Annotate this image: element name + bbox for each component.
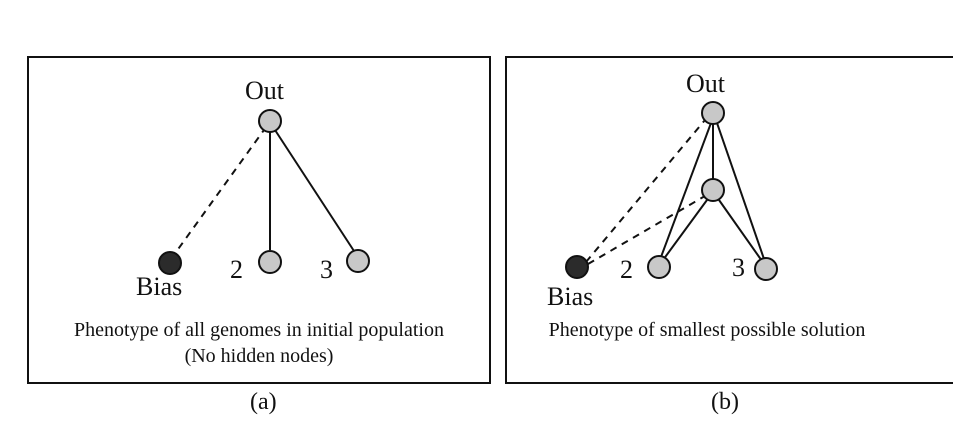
panel-a: Out Bias 2 3 Phenotype of all genomes in… [27,56,491,384]
caption-b: Phenotype of smallest possible solution [507,317,907,343]
input-node-3-label: 3 [732,253,745,282]
input-node-3-label: 3 [320,255,333,284]
output-node [258,109,282,133]
edge-input3-out [716,122,765,260]
bias-node-label: Bias [136,272,183,301]
caption-b-line1: Phenotype of smallest possible solution [548,319,866,341]
edge-input2-out [660,122,712,258]
hidden-node [701,178,725,202]
subfigure-label-a: (a) [250,389,277,415]
output-node-label: Out [245,76,284,105]
edge-bias-hidden [587,195,706,265]
caption-a: Phenotype of all genomes in initial popu… [29,317,489,369]
bias-node-label: Bias [547,282,594,311]
caption-a-line2: (No hidden nodes) [184,345,334,367]
bias-node [158,251,182,275]
output-node-label: Out [686,69,725,98]
caption-a-line1: Phenotype of all genomes in initial popu… [74,319,444,341]
edge-input3-out [274,129,355,252]
edge-input2-hidden [662,199,708,261]
bias-node [565,255,589,279]
input-node-2-label: 2 [620,255,633,284]
input-node-2 [258,250,282,274]
output-node [701,101,725,125]
network-graph-a [158,109,370,275]
network-graph-b [565,101,778,281]
input-node-3 [754,257,778,281]
edge-bias-out [170,122,270,260]
edge-bias-out [585,119,706,263]
input-node-2-label: 2 [230,255,243,284]
panel-b: Out Bias 2 3 Phenotype of smallest possi… [505,56,953,384]
input-node-2 [647,255,671,279]
subfigure-label-b: (b) [711,389,739,415]
input-node-3 [346,249,370,273]
edge-input3-hidden [718,199,763,262]
